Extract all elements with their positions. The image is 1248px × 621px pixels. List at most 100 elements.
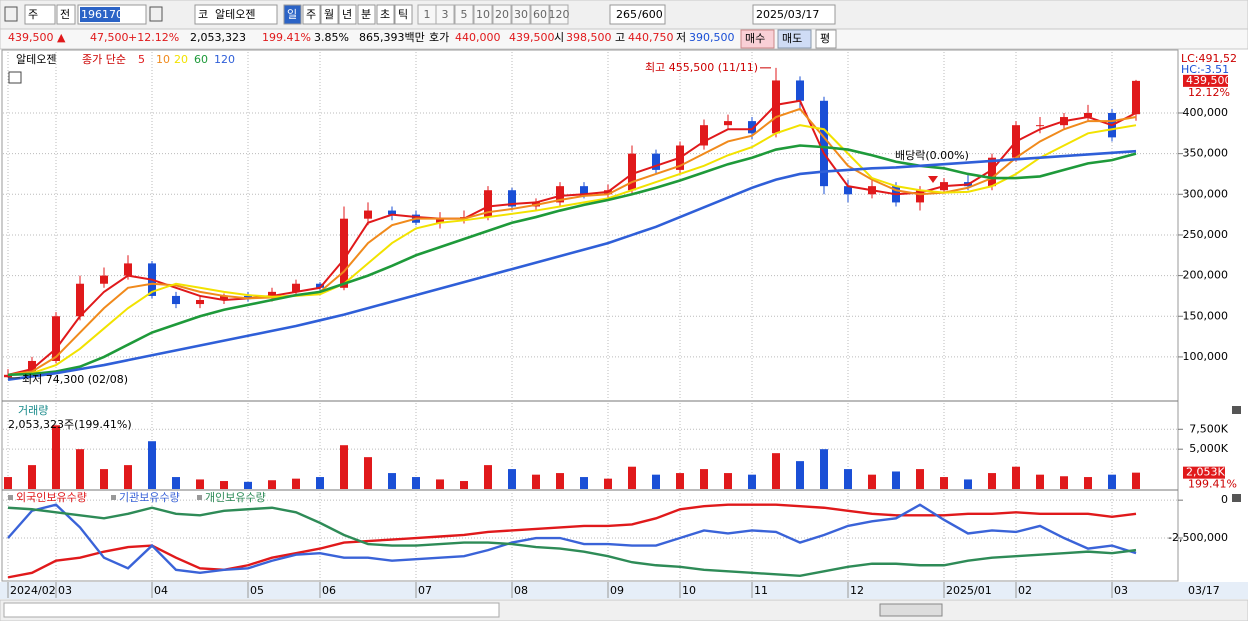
unit-button[interactable]: [320, 4, 339, 25]
volume-bar: [676, 473, 684, 489]
unit-button[interactable]: [376, 4, 395, 25]
quote-price: 439,500 ▲: [8, 31, 66, 44]
legend-entry: 120: [214, 53, 235, 66]
candle-body: [4, 374, 12, 378]
interval-button[interactable]: [530, 4, 550, 25]
x-tick-label: 05: [250, 584, 264, 597]
candle-body: [1084, 112, 1092, 118]
volume-bar: [652, 474, 660, 489]
volume-bar: [220, 481, 228, 489]
quote-volume: 2,053,323: [190, 31, 246, 44]
buy: 매수: [745, 32, 765, 45]
volume-bar: [388, 473, 396, 489]
x-tick-label: 03: [1114, 584, 1128, 597]
x-tick-label: 12: [850, 584, 864, 597]
buy-button[interactable]: [740, 29, 775, 49]
count-box[interactable]: [609, 4, 666, 25]
legend-swatch: [197, 495, 202, 500]
legend-swatch: [111, 495, 116, 500]
x-tick-label: 03: [58, 584, 72, 597]
volume-bar: [484, 465, 492, 489]
scroll-buttons[interactable]: [879, 603, 943, 617]
candle-body: [844, 186, 852, 195]
prev-button[interactable]: [56, 4, 76, 25]
candle-body: [556, 186, 564, 203]
interval-button[interactable]: [511, 4, 531, 25]
scroll-track[interactable]: [3, 602, 500, 618]
holding-line: [7, 503, 1137, 575]
avg-button[interactable]: [815, 29, 837, 49]
interval-button[interactable]: [492, 4, 512, 25]
legend-title: 종가 단순: [82, 53, 126, 66]
annotation-high: 최고 455,500 (11/11): [645, 61, 758, 74]
volume-bar: [4, 477, 12, 489]
bid-label: 호가: [429, 31, 449, 44]
table-icon[interactable]: [8, 71, 22, 84]
ma-line: [7, 124, 1137, 376]
rate-label: 12.12%: [1188, 86, 1230, 99]
volume-bar: [292, 478, 300, 489]
y-tick-label: 400,000: [1183, 106, 1229, 119]
quote-volume-rate: 199.41%: [262, 31, 311, 44]
candle-body: [172, 295, 180, 305]
unit-label: 분: [361, 8, 371, 21]
volume-bar: [52, 425, 60, 489]
annotation-low: 최저 74,300 (02/08): [22, 373, 128, 386]
legend-entry: 10: [156, 53, 170, 66]
date-box[interactable]: [752, 4, 836, 25]
quote-ask: 440,000: [455, 31, 501, 44]
search-icon[interactable]: [149, 6, 163, 22]
quote-turnover: 3.85%: [314, 31, 349, 44]
sell-button[interactable]: [777, 29, 812, 49]
interval-button[interactable]: [549, 4, 569, 25]
volume-bar: [772, 453, 780, 489]
unit-button[interactable]: [302, 4, 321, 25]
unit-button[interactable]: [394, 4, 413, 25]
quote-open: 398,500: [566, 31, 612, 44]
unit-button[interactable]: [357, 4, 376, 25]
interval-button[interactable]: [454, 4, 474, 25]
candle-body: [220, 295, 228, 300]
candle-body: [628, 153, 636, 191]
period-select[interactable]: [24, 4, 56, 25]
x-tick-label: 02: [1018, 584, 1032, 597]
candle-body: [100, 275, 108, 284]
prev: 전: [60, 8, 70, 21]
candle-body: [724, 121, 732, 126]
candle-body: [244, 295, 252, 299]
x-tick-label: 11: [754, 584, 768, 597]
lc-label: LC:491,52: [1181, 52, 1237, 65]
panel-close[interactable]: [1232, 494, 1241, 502]
volume-bar: [628, 466, 636, 489]
legend-swatch: [8, 495, 13, 500]
volume-bar: [340, 445, 348, 489]
quote-high: 440,750: [628, 31, 674, 44]
volume-bar: [196, 479, 204, 489]
panel-title: 거래량: [18, 404, 48, 417]
sell: 매도: [782, 32, 802, 45]
interval-button[interactable]: [435, 4, 455, 25]
volume-bar: [148, 441, 156, 489]
candle-body: [796, 80, 804, 101]
unit-button[interactable]: [338, 4, 357, 25]
candle-body: [196, 299, 204, 305]
name-box[interactable]: [194, 4, 278, 25]
holding-line: [7, 506, 1137, 578]
unit-button[interactable]: [283, 4, 302, 25]
menu-icon[interactable]: [4, 6, 18, 22]
candle-body: [700, 125, 708, 146]
code-highlight: [80, 7, 120, 22]
open-label: 시: [554, 31, 564, 44]
panel-subtitle: 2,053,323주(199.41%): [8, 418, 132, 431]
volume-bar: [508, 469, 516, 489]
legend-entry: 60: [194, 53, 208, 66]
y-tick-label: 150,000: [1183, 309, 1229, 322]
volume-bar: [412, 477, 420, 489]
panel-close[interactable]: [1232, 406, 1241, 414]
interval-button[interactable]: [473, 4, 493, 25]
x-tick-label: 2024/02: [10, 584, 56, 597]
volume-bar: [1012, 466, 1020, 489]
x-tick-label: 07: [418, 584, 432, 597]
volume-box: [1183, 466, 1225, 479]
